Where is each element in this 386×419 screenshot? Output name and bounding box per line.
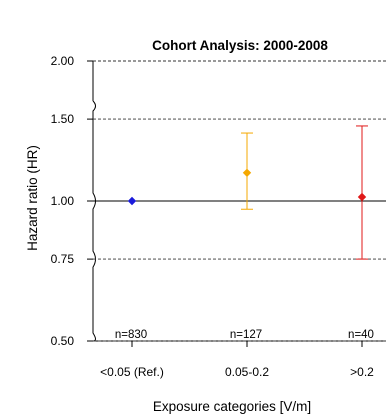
n-label: n=127 — [230, 329, 262, 341]
hr-point — [242, 168, 252, 177]
y-tick-label: 0.75 — [51, 252, 75, 266]
x-tick-label: 0.05-0.2 — [225, 365, 269, 379]
sample-size-labels: n=830 n=127 n=40 — [115, 329, 374, 341]
data-marks — [127, 125, 368, 260]
x-axis-label: Exposure categories [V/m] — [153, 399, 311, 414]
x-tick-label: <0.05 (Ref.) — [100, 365, 164, 379]
n-label: n=40 — [348, 329, 374, 341]
y-axis-label: Hazard ratio (HR) — [25, 145, 40, 251]
y-tick-label: 0.50 — [51, 334, 75, 348]
hr-point — [127, 196, 137, 206]
y-tick-label: 1.00 — [51, 194, 75, 208]
y-tick-label: 2.00 — [51, 54, 75, 68]
chart-title: Cohort Analysis: 2000-2008 — [152, 38, 328, 53]
n-label: n=830 — [115, 329, 147, 341]
reference-lines — [93, 60, 386, 342]
y-axis-line — [92, 61, 96, 342]
x-axis-ticks: <0.05 (Ref.) 0.05-0.2 >0.2 — [100, 341, 374, 379]
x-tick-label: >0.2 — [350, 365, 374, 379]
hr-point — [357, 192, 367, 202]
y-tick-label: 1.50 — [51, 112, 75, 126]
y-axis-ticks: 2.00 1.50 1.00 0.75 0.50 — [51, 54, 93, 348]
